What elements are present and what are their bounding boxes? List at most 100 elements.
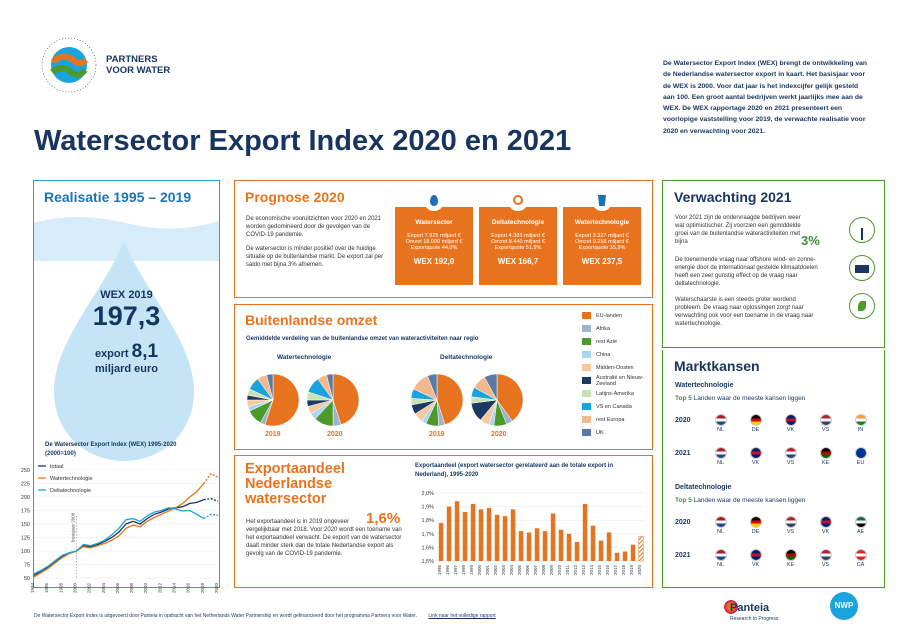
- legend-swatch: [582, 403, 591, 410]
- legend-item: UK: [582, 426, 650, 439]
- pie-year-3: 2019: [429, 431, 445, 438]
- legend-swatch: [582, 351, 591, 358]
- top5-line-2: Top 5 Landen waar de meeste kansen ligge…: [675, 497, 805, 504]
- panteia-name: Panteia: [730, 602, 770, 614]
- x-tick-label: 2004: [101, 582, 106, 593]
- flags-delta: 2020 NL DE VS VK AE 2021 NL VK KE VS CA: [675, 516, 880, 582]
- bar: [622, 551, 628, 561]
- pie-slice: [264, 373, 300, 427]
- pie-slice: [496, 373, 524, 422]
- legend-item: Latijns-Amerika: [582, 387, 650, 400]
- card-delta-title: Deltatechnologie: [491, 218, 545, 226]
- x-tick-label: 2007: [533, 565, 538, 576]
- prognose-heading: Prognose 2020: [245, 189, 345, 205]
- market-row: 2020 NL DE VK VS IN: [675, 414, 880, 447]
- marktkansen-sub-1: Watertechnologie: [675, 382, 734, 389]
- wind-turbine-icon: [849, 217, 875, 243]
- y-tick-label: 200: [21, 495, 30, 501]
- top5-text-1: Landen waar de meeste kansen liggen: [693, 395, 806, 402]
- legend-swatch: [582, 364, 591, 371]
- bar: [638, 536, 644, 562]
- x-tick-label: 2018: [200, 582, 205, 593]
- country-flag: VK: [738, 447, 773, 466]
- verwachting-text-2: De toenemende vraag naar offshore wind- …: [675, 257, 818, 287]
- verwachting-text-3: Waterschaarste is een steeds groter word…: [675, 297, 814, 327]
- prognose-text-1: De economische vooruitzichten voor 2020 …: [246, 216, 382, 238]
- region-pie-charts: [246, 373, 524, 427]
- bar: [574, 541, 580, 561]
- legend-label: China: [596, 351, 611, 358]
- bar: [526, 532, 532, 561]
- country-code: EU: [856, 460, 865, 466]
- country-flag: NL: [703, 414, 738, 433]
- bar: [438, 522, 444, 561]
- card-watertech-head: Watertechnologie: [563, 191, 641, 229]
- pie-year-1: 2019: [265, 431, 281, 438]
- country-flag: KE: [773, 549, 808, 568]
- x-tick-label: 1997: [453, 565, 458, 576]
- footer-report-link[interactable]: Link naar het volledige rapport: [428, 613, 496, 619]
- card-watersector-title: Watersector: [415, 218, 453, 226]
- card-watersector-export: Export 7.925 miljard €: [407, 233, 461, 239]
- pie-slice: [326, 373, 334, 401]
- market-year: 2020: [675, 519, 691, 526]
- legend-label: totaal: [50, 464, 63, 470]
- pie-slice: [266, 373, 274, 401]
- market-year: 2020: [675, 417, 691, 424]
- legend-item: China: [582, 348, 650, 361]
- exportaandeel-heading: Exportaandeel Nederlandse watersector: [245, 462, 345, 507]
- flag-vs-icon: [784, 516, 797, 528]
- legend-label: Watertechnologie: [50, 476, 93, 482]
- country-code: KE: [786, 562, 795, 568]
- prognose-panel: Prognose 2020 De economische vooruitzich…: [234, 180, 653, 298]
- card-deltatechnologie: Deltatechnologie Export 4.383 miljard € …: [479, 191, 557, 285]
- export-line: export 8,1: [34, 341, 219, 363]
- legend-label: Deltatechnologie: [50, 488, 91, 494]
- country-code: IN: [857, 427, 864, 433]
- x-tick-label: 2008: [129, 582, 134, 593]
- card-watersector-head: Watersector: [395, 191, 473, 229]
- exportaandeel-text-2: vergelijkbaar met 2018. Voor 2020 wordt …: [246, 527, 402, 557]
- bar: [462, 512, 468, 561]
- flag-ke-icon: [819, 447, 832, 459]
- card-watertech-export: Export 3.327 miljard €: [575, 233, 629, 239]
- legend-label: VS en Canada: [596, 403, 632, 410]
- brand-line-1: PARTNERS: [106, 54, 158, 65]
- country-flag: NL: [703, 447, 738, 466]
- x-tick-label: 2010: [143, 582, 148, 593]
- card-watersector-wex: WEX 192,0: [413, 257, 455, 266]
- series-line: [33, 507, 205, 575]
- card-watersector-quote: Exportquote 44,0%: [410, 245, 458, 251]
- card-watertech-omzet: Omzet 9.258 miljard €: [575, 239, 629, 245]
- x-tick-label: 2014: [172, 582, 177, 593]
- y-tick-label: 225: [21, 482, 30, 488]
- y-tick-label: 75: [24, 563, 30, 569]
- logo: [38, 34, 100, 96]
- x-tick-label: 2005: [517, 565, 522, 576]
- wex-label: WEX 2019: [100, 289, 153, 301]
- footer-credit: De Watersector Export Index is uitgevoer…: [34, 613, 417, 619]
- bar: [566, 533, 572, 561]
- exportaandeel-heading-3: watersector: [245, 491, 327, 507]
- card-delta-wex: WEX 166,7: [497, 257, 539, 266]
- y-tick-label: 150: [21, 522, 30, 528]
- country-code: VS: [786, 460, 795, 466]
- x-tick-label: 2016: [605, 565, 610, 576]
- bar: [446, 506, 452, 561]
- exportaandeel-heading-2: Nederlandse: [245, 476, 333, 492]
- y-tick-label: 50: [24, 576, 30, 582]
- flag-nl-icon: [714, 447, 727, 459]
- country-code: DE: [751, 427, 760, 433]
- marktkansen-sub-2: Deltatechnologie: [675, 484, 732, 491]
- country-code: VK: [751, 460, 760, 466]
- legend-label: UK: [596, 429, 604, 436]
- legend-label: rest Azië: [596, 338, 618, 345]
- plant-icon: [849, 293, 875, 319]
- x-tick-label: 2012: [157, 582, 162, 593]
- x-tick-label: 2003: [501, 565, 506, 576]
- country-code: NL: [716, 529, 725, 535]
- bar: [478, 509, 484, 561]
- country-code: VS: [821, 562, 830, 568]
- flag-nl-icon: [714, 549, 727, 561]
- legend-swatch: [582, 338, 591, 345]
